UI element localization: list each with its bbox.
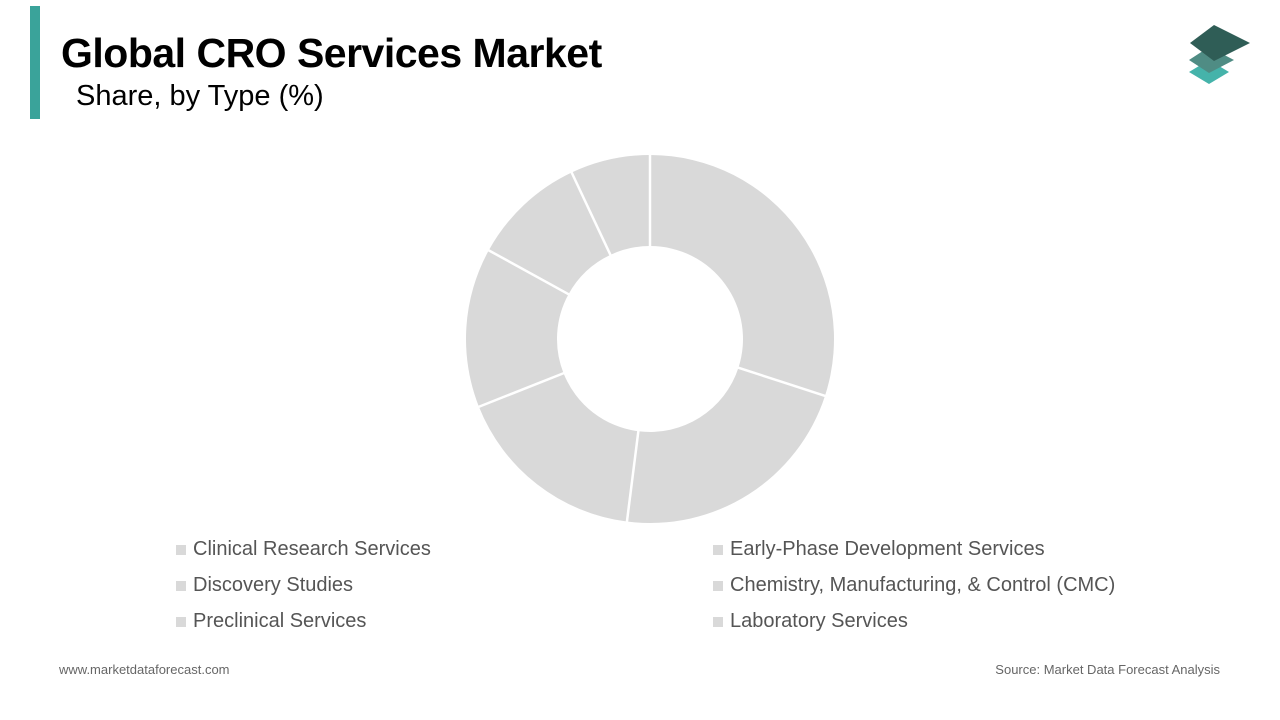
logo-layer-middle	[1189, 47, 1234, 73]
donut-slice-1	[650, 155, 835, 396]
slice-separator-4	[477, 371, 565, 409]
footer-source: Source: Market Data Forecast Analysis	[995, 662, 1220, 677]
donut-slice-3	[478, 373, 639, 522]
layered-stack-logo-icon	[1189, 25, 1250, 84]
donut-slice-6	[571, 155, 650, 255]
slice-separator-5	[487, 248, 570, 296]
footer-website: www.marketdataforecast.com	[59, 662, 230, 677]
slice-separator-2	[737, 366, 827, 398]
title-accent-bar	[30, 6, 40, 119]
logo-layer-top	[1190, 25, 1250, 61]
donut-slice-4	[465, 250, 569, 407]
slice-separators	[477, 154, 827, 523]
donut-slice-5	[488, 172, 611, 295]
donut-slice-2	[626, 367, 825, 524]
chart-subtitle: Share, by Type (%)	[76, 80, 324, 112]
donut-slices	[465, 155, 835, 524]
chart-title: Global CRO Services Market	[61, 30, 602, 76]
slice-separator-3	[625, 430, 640, 523]
slice-separator-6	[570, 171, 612, 257]
